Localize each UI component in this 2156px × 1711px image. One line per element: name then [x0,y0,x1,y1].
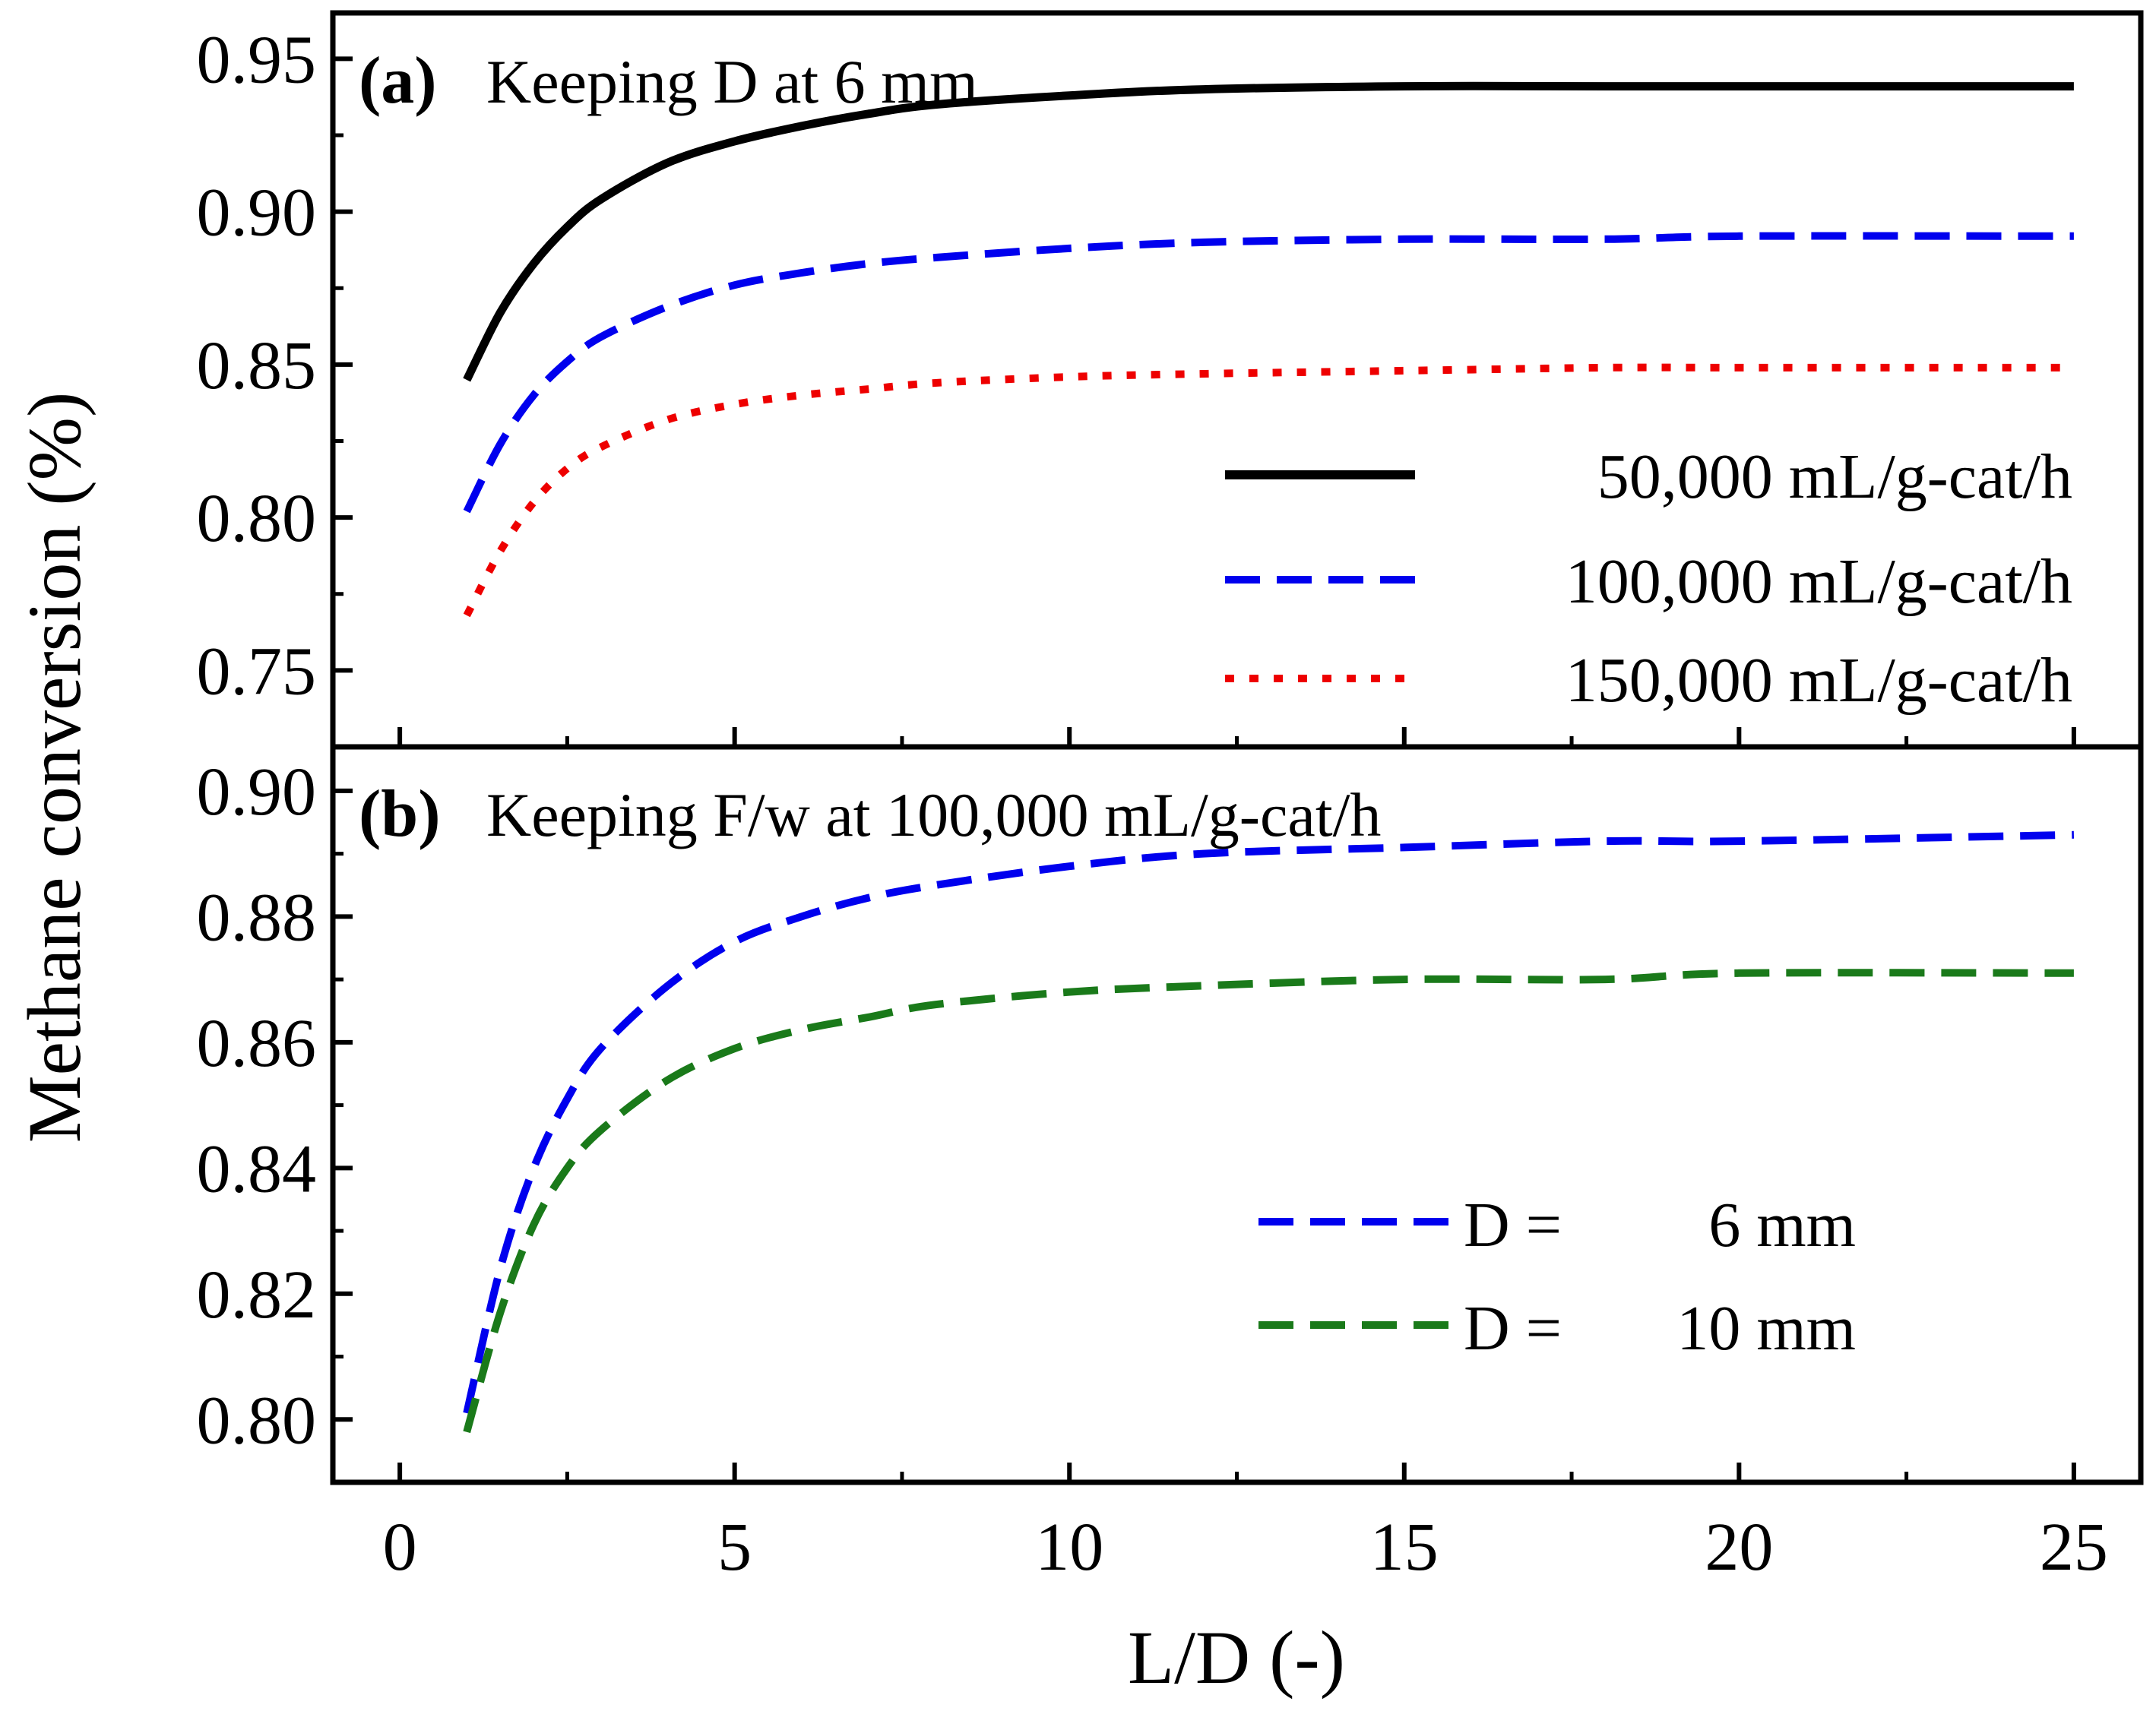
y-tick-label: 0.95 [197,22,317,97]
panel-a-legend: 50,000 mL/g-cat/h 100,000 mL/g-cat/h 150… [1225,441,2072,716]
x-axis-title: L/D (-) [1128,1615,1345,1700]
legend-a-label-3: 150,000 mL/g-cat/h [1566,645,2072,716]
legend-a-label-2: 100,000 mL/g-cat/h [1566,546,2072,617]
y-tick-label: 0.88 [197,880,317,955]
series-line-b-2 [463,969,2074,1434]
y-tick-label: 0.86 [197,1006,317,1081]
x-tick-label: 20 [1705,1510,1773,1585]
y-tick-label: 0.82 [197,1257,317,1333]
panel-b-title: Keeping F/w at 100,000 mL/g-cat/h [486,780,1381,849]
x-tick-label: 25 [2040,1510,2108,1585]
series-line-a-2 [463,232,2074,514]
panel-a-label: (a) [359,44,437,118]
y-tick-label: 0.85 [197,328,317,403]
y-axis-title: Methane conversion (%) [12,392,97,1143]
series-line-b-1 [463,830,2074,1415]
series-line-a-1 [463,81,2074,382]
x-tick-label: 5 [717,1510,752,1585]
x-tick-label: 10 [1035,1510,1103,1585]
y-tick-label: 0.90 [197,754,317,830]
panel-a-series [463,81,2074,618]
y-tick-label: 0.75 [197,634,317,709]
y-tick-label: 0.84 [197,1131,317,1207]
legend-a-label-1: 50,000 mL/g-cat/h [1597,441,2072,512]
panel-b-series [463,830,2074,1434]
panel-b-legend: D = 6 mm D = 10 mm [1258,1190,1856,1364]
legend-b-value-1: 6 mm [1708,1190,1856,1260]
y-tick-label: 0.80 [197,1383,317,1458]
legend-b-label-2: D = [1464,1293,1562,1364]
panel-a-title: Keeping D at 6 mm [486,47,978,116]
y-tick-label: 0.90 [197,176,317,251]
legend-b-label-1: D = [1464,1190,1562,1260]
panel-b-frame [330,744,2144,1485]
panel-a-ticks: 0.75 0.80 0.85 0.90 0.95 [197,22,2076,747]
x-tick-label: 0 [383,1510,417,1585]
legend-b-value-2: 10 mm [1676,1293,1856,1364]
panel-b-label: (b) [359,777,441,851]
x-tick-label: 15 [1370,1510,1439,1585]
panel-b-ticks: 0.80 0.82 0.84 0.86 0.88 0.90 0 5 10 15 20 25 [197,754,2108,1585]
y-tick-label: 0.80 [197,481,317,556]
